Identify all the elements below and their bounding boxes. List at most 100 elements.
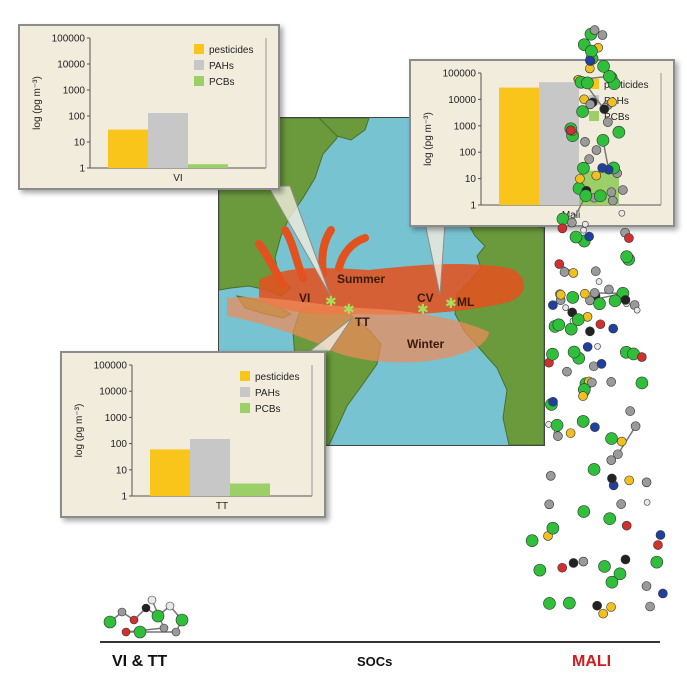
atom (543, 597, 556, 610)
atom (605, 432, 618, 445)
atom (546, 347, 559, 361)
atom (627, 347, 640, 361)
atom (568, 558, 579, 568)
atom (580, 226, 587, 234)
atom (555, 289, 565, 299)
legend-swatch-pesticides (240, 371, 250, 381)
atom (617, 436, 627, 447)
atom (621, 520, 632, 531)
atom (569, 230, 583, 244)
atom (594, 343, 601, 350)
atom (585, 326, 595, 337)
label-mali: MALI (572, 653, 612, 670)
atom (555, 295, 566, 306)
y-tick-label: 1000 (105, 413, 128, 424)
atom (578, 556, 589, 567)
atom (620, 295, 631, 305)
bond (133, 607, 147, 621)
atom (613, 449, 623, 460)
atom (103, 615, 117, 629)
atom (605, 575, 619, 589)
bar-pahs (190, 438, 230, 496)
y-tick-label: 10 (465, 174, 477, 185)
atom (587, 377, 597, 388)
atom (622, 253, 635, 266)
atom (563, 596, 576, 610)
atom (606, 377, 617, 387)
bond (109, 611, 123, 623)
x-category-label: TT (216, 501, 228, 512)
atom (590, 422, 600, 433)
atom (619, 345, 633, 359)
atom (562, 366, 572, 377)
atom (567, 307, 578, 318)
y-tick-label: 10000 (448, 95, 476, 106)
bar-pesticides (150, 449, 190, 496)
atom (623, 300, 630, 308)
atom (578, 391, 588, 401)
atom (620, 227, 630, 238)
atom (641, 581, 652, 591)
legend-label-pahs: PAHs (255, 388, 280, 399)
y-tick-label: 10 (74, 138, 86, 149)
atom (589, 25, 600, 35)
y-axis-label: log (pg m⁻³) (32, 76, 43, 130)
atom (597, 30, 608, 40)
legend-label-pcbs: PCBs (255, 404, 281, 415)
y-tick-label: 10000 (57, 60, 85, 71)
atom (151, 609, 165, 623)
atom (624, 233, 634, 243)
atom (584, 27, 598, 41)
atom (577, 38, 591, 51)
bond (157, 605, 171, 617)
y-tick-label: 100000 (94, 361, 128, 372)
y-axis-label: log (pg m⁻³) (74, 404, 85, 458)
chart-panel-tt: 100000 10000 1000 100 10 1 log (pg m⁻³) TT pesti… (60, 351, 326, 518)
label-winter: Winter (407, 337, 445, 351)
legend-swatch-pesticides (194, 44, 204, 54)
atom (175, 613, 189, 627)
atom (129, 615, 139, 625)
chart-mali: 100000 10000 1000 100 10 1 log (pg m⁻³) Mali pes… (423, 69, 662, 221)
atom (165, 601, 175, 611)
label-ml: ML (457, 295, 474, 309)
atom (585, 295, 595, 306)
atom (582, 342, 593, 352)
atom (533, 563, 547, 577)
atom (584, 376, 594, 387)
atom (566, 291, 580, 304)
atom (548, 300, 558, 310)
atom (564, 322, 578, 336)
atom (650, 555, 664, 569)
y-tick-label: 1 (121, 492, 127, 503)
bond (617, 425, 637, 455)
atom (598, 608, 608, 619)
atom (580, 386, 590, 397)
bar-pahs (539, 82, 579, 205)
atom (572, 351, 586, 365)
atom (548, 396, 558, 407)
atom (613, 567, 627, 581)
atom (546, 521, 560, 535)
atom (571, 313, 585, 327)
y-tick-label: 1 (79, 164, 85, 175)
atom (590, 291, 601, 301)
atom (577, 234, 591, 248)
chart-panel-mali: 100000 10000 1000 100 10 1 log (pg m⁻³) Mali pes… (409, 59, 675, 227)
bond (175, 619, 183, 633)
atom (121, 627, 131, 637)
atom (590, 266, 601, 277)
atom (592, 600, 602, 611)
bar-pcbs (188, 164, 228, 168)
atom (117, 607, 127, 617)
atom (171, 627, 181, 637)
bond (125, 627, 165, 633)
atom (595, 319, 606, 330)
atom (607, 473, 617, 484)
atom (554, 259, 565, 269)
label-socs: SOCs (357, 654, 393, 669)
legend-swatch-pcbs (194, 76, 204, 86)
atom (577, 505, 591, 518)
atom (585, 44, 598, 58)
